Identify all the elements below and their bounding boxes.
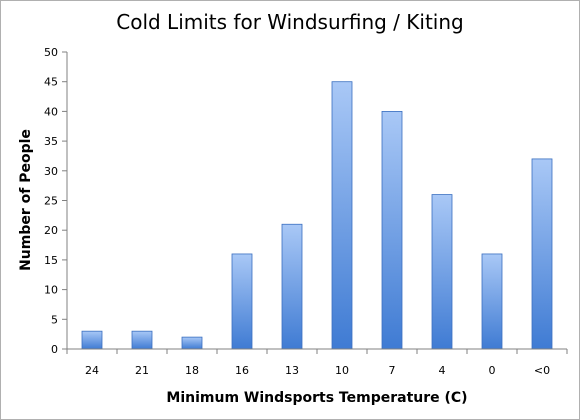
- bar-4: [281, 223, 303, 350]
- bar-5: [331, 81, 353, 350]
- x-tick-label: 21: [135, 364, 149, 377]
- x-tick-label: <0: [534, 364, 550, 377]
- x-tick-label: 0: [489, 364, 496, 377]
- x-tick-label: 10: [335, 364, 349, 377]
- chart-title: Cold Limits for Windsurfing / Kiting: [116, 10, 464, 34]
- y-tick-label: 45: [44, 76, 58, 89]
- axes-layer: [62, 51, 568, 354]
- x-tick-label: 24: [85, 364, 99, 377]
- bar-7: [431, 194, 453, 350]
- y-axis-title: Number of People: [18, 129, 34, 271]
- bar-3: [231, 253, 253, 350]
- x-axis-title: Minimum Windsports Temperature (C): [166, 390, 467, 406]
- y-tick-label: 10: [44, 284, 58, 297]
- bar-8: [481, 253, 503, 350]
- x-tick-label: 18: [185, 364, 199, 377]
- y-tick-label: 5: [51, 313, 58, 326]
- bar-0: [81, 330, 103, 350]
- y-tick-label: 15: [44, 254, 58, 267]
- bar-2: [181, 336, 203, 350]
- y-tick-label: 35: [44, 135, 58, 148]
- bar-1: [131, 330, 153, 350]
- y-tick-label: 0: [51, 343, 58, 356]
- x-tick-label: 4: [439, 364, 446, 377]
- bar-6: [381, 111, 403, 350]
- y-tick-label: 30: [44, 165, 58, 178]
- y-tick-label: 50: [44, 46, 58, 59]
- bar-9: [531, 158, 553, 350]
- x-tick-label: 16: [235, 364, 249, 377]
- x-tick-label: 13: [285, 364, 299, 377]
- y-tick-label: 40: [44, 105, 58, 118]
- bars-layer: [81, 81, 553, 350]
- y-tick-label: 25: [44, 195, 58, 208]
- x-tick-label: 7: [389, 364, 396, 377]
- y-tick-label: 20: [44, 224, 58, 237]
